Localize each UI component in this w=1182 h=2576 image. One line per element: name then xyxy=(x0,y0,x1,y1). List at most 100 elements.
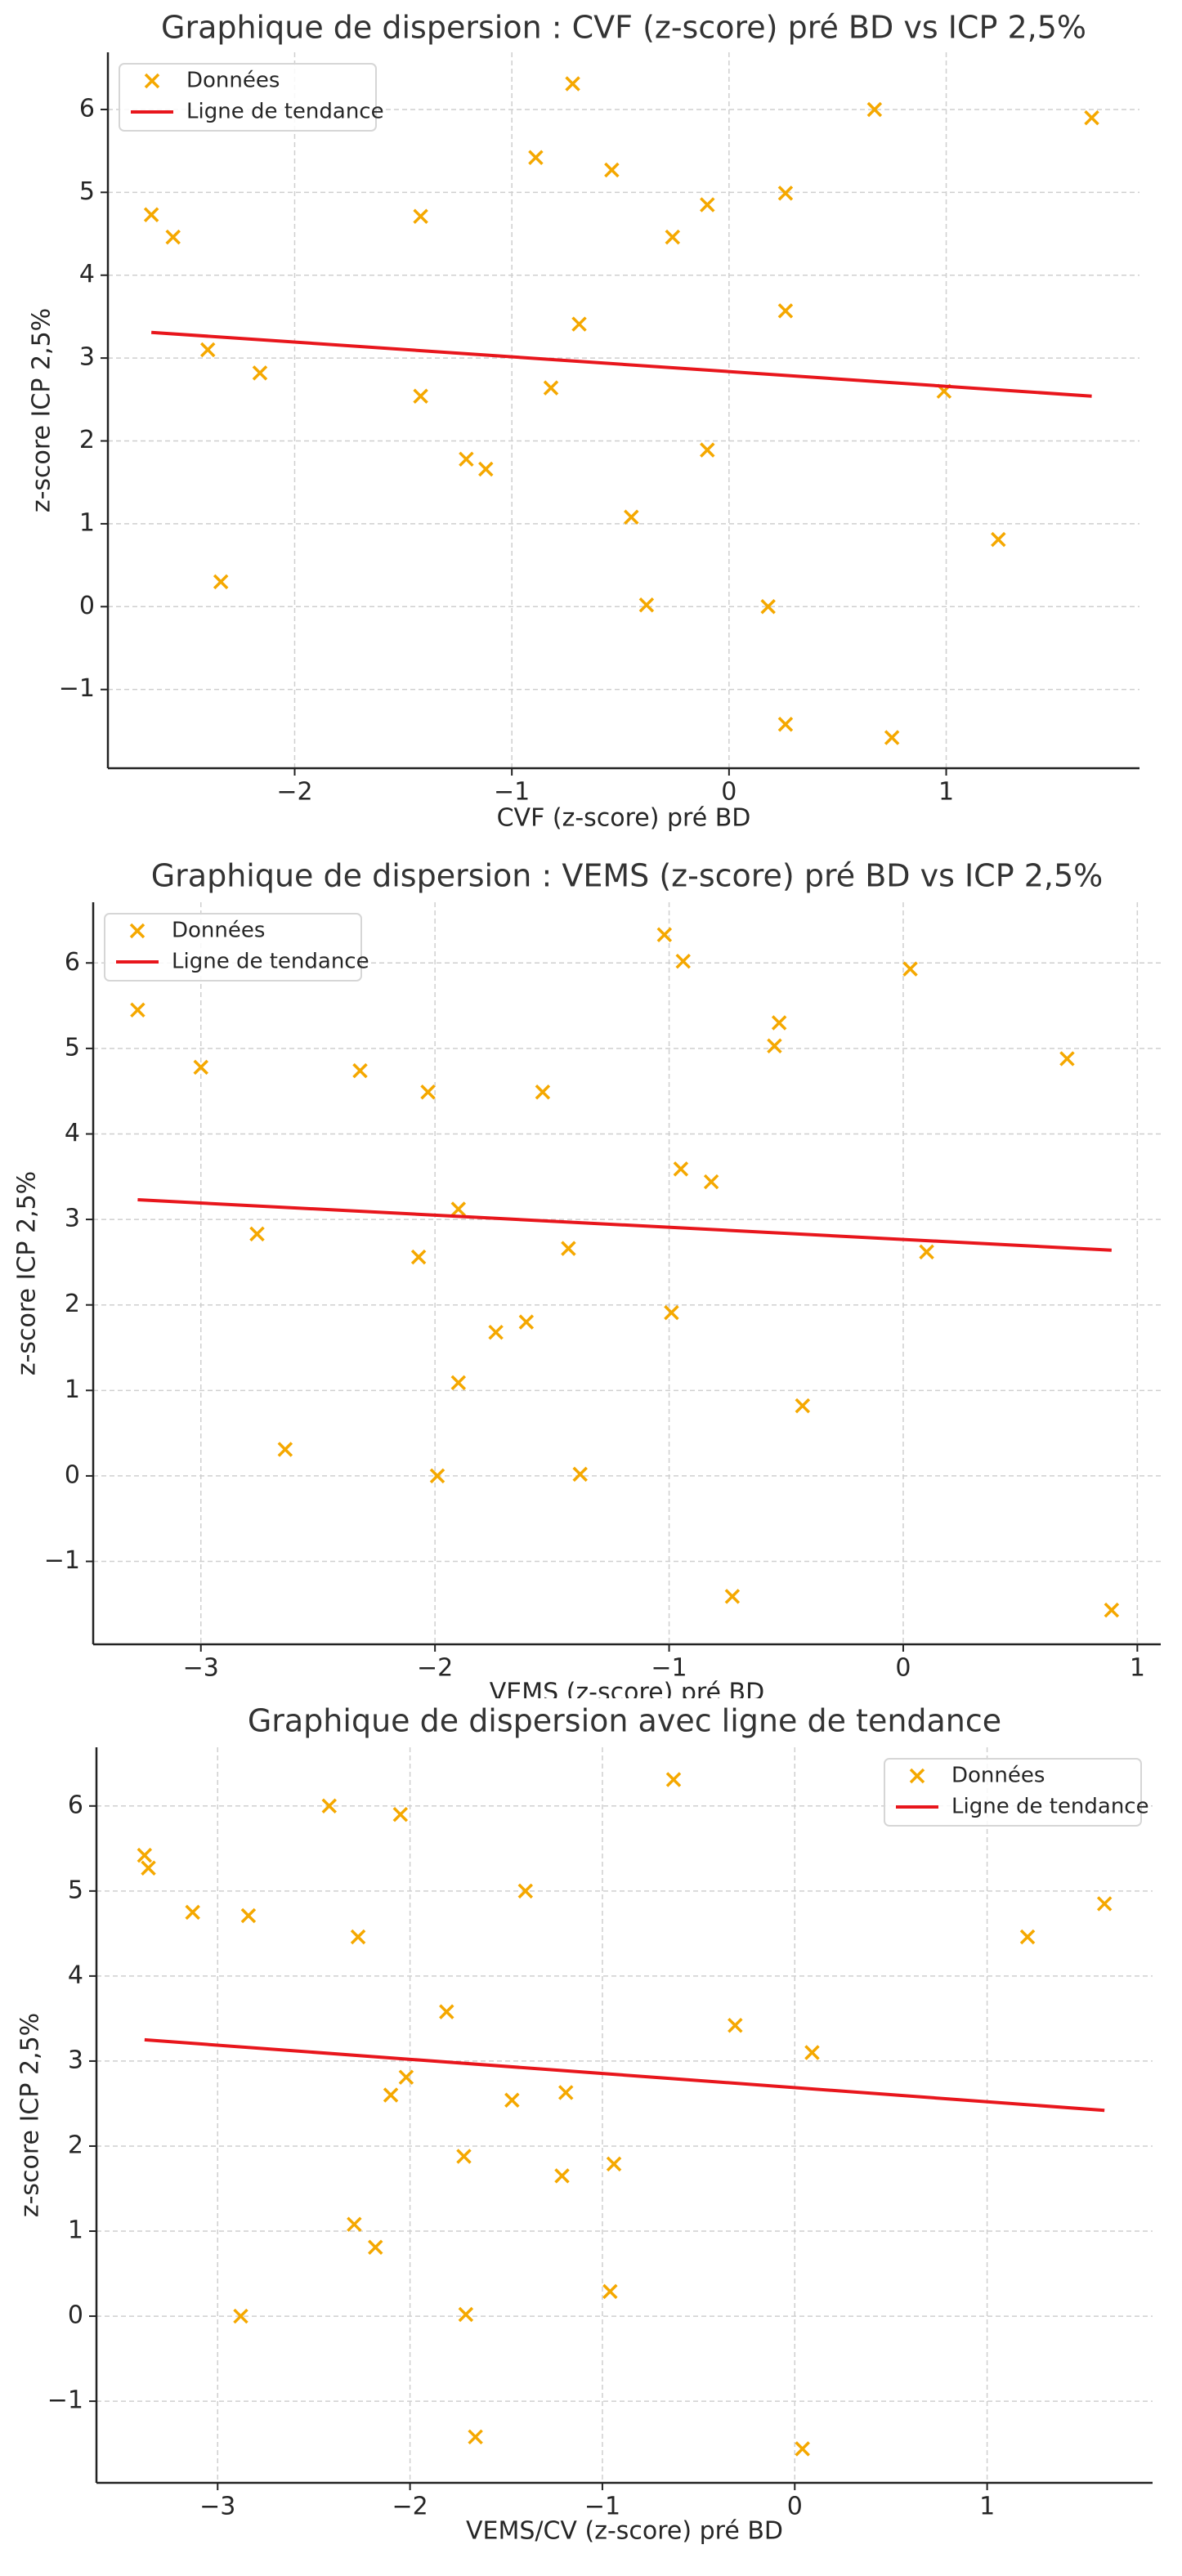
data-point xyxy=(804,2045,820,2060)
data-point xyxy=(252,365,268,381)
legend-box xyxy=(119,63,377,132)
y-axis-label: z-score ICP 2,5% xyxy=(13,1171,42,1375)
data-point xyxy=(517,1883,534,1899)
data-point xyxy=(398,2069,414,2085)
data-point xyxy=(565,76,580,92)
x-tick-label: −1 xyxy=(584,2493,620,2521)
data-point xyxy=(468,2429,483,2445)
y-tick-label: 5 xyxy=(79,177,95,206)
data-point xyxy=(557,2085,574,2100)
legend-label: Données xyxy=(951,1764,1045,1788)
y-tick-label: 4 xyxy=(65,1119,80,1147)
data-point xyxy=(795,1398,811,1414)
data-point xyxy=(130,1002,146,1018)
data-point xyxy=(1084,110,1099,126)
x-tick-label: 0 xyxy=(895,1654,911,1683)
data-point xyxy=(665,1772,682,1787)
trend-line xyxy=(137,1198,1112,1252)
data-point xyxy=(866,101,883,118)
y-tick-label: 6 xyxy=(65,948,80,977)
data-point xyxy=(347,2216,362,2232)
data-point xyxy=(352,1062,368,1079)
data-point xyxy=(760,599,776,615)
data-point xyxy=(249,1226,265,1242)
legend-label: Données xyxy=(186,69,280,93)
data-point xyxy=(350,1929,366,1945)
data-point xyxy=(439,2004,454,2019)
x-tick-label: −3 xyxy=(183,1654,219,1683)
y-tick-label: 1 xyxy=(65,1375,80,1404)
data-point xyxy=(919,1244,934,1260)
data-point xyxy=(767,1038,782,1053)
data-point xyxy=(777,717,794,732)
data-point xyxy=(165,229,181,245)
x-tick-label: −1 xyxy=(651,1654,687,1683)
data-point xyxy=(277,1442,293,1457)
data-point xyxy=(458,2306,474,2323)
data-point xyxy=(450,1375,467,1391)
trend-line xyxy=(151,330,1092,398)
data-point xyxy=(561,1241,576,1256)
data-point xyxy=(429,1468,445,1484)
legend-box xyxy=(884,1758,1142,1827)
y-tick-label: −1 xyxy=(44,1546,80,1575)
data-point xyxy=(602,2283,618,2300)
x-tick-label: 1 xyxy=(1130,1654,1145,1683)
data-point xyxy=(1096,1896,1113,1912)
legend-box xyxy=(104,913,362,982)
x-axis-label: VEMS/CV (z-score) pré BD xyxy=(466,2517,783,2546)
data-point xyxy=(518,1314,535,1330)
data-point xyxy=(638,597,655,613)
data-point xyxy=(703,1174,719,1190)
chart-title: Graphique de dispersion : CVF (z-score) … xyxy=(161,10,1086,46)
data-point xyxy=(665,229,681,245)
data-point xyxy=(1019,1929,1036,1945)
data-point xyxy=(410,1249,427,1265)
y-tick-label: −1 xyxy=(47,2386,83,2415)
data-point xyxy=(624,509,639,525)
data-point xyxy=(141,1860,156,1876)
data-point xyxy=(143,207,159,222)
data-point xyxy=(528,150,544,166)
x-tick-label: 0 xyxy=(721,778,737,807)
data-point xyxy=(777,303,794,319)
data-point xyxy=(664,1304,679,1321)
y-tick-label: 0 xyxy=(68,2301,83,2330)
legend-marker xyxy=(909,1768,925,1784)
trend-line xyxy=(144,2037,1105,2113)
y-tick-label: 6 xyxy=(68,1791,83,1819)
data-point xyxy=(606,2156,622,2172)
data-point xyxy=(233,2308,248,2324)
x-tick-label: 1 xyxy=(938,778,954,807)
data-point xyxy=(656,927,673,942)
data-point xyxy=(724,1589,741,1604)
data-point xyxy=(488,1324,504,1340)
legend-label: Ligne de tendance xyxy=(186,100,384,124)
data-point xyxy=(420,1084,436,1100)
x-tick-label: −1 xyxy=(494,778,530,807)
data-point xyxy=(213,574,229,590)
chart-title: Graphique de dispersion avec ligne de te… xyxy=(248,1703,1001,1739)
data-point xyxy=(571,316,587,332)
data-point xyxy=(456,2149,472,2164)
y-axis-label: z-score ICP 2,5% xyxy=(16,2013,45,2217)
x-axis-label: CVF (z-score) pré BD xyxy=(497,804,751,833)
y-tick-label: 4 xyxy=(68,1961,83,1989)
data-point xyxy=(478,461,494,477)
x-tick-label: −2 xyxy=(417,1654,453,1683)
data-point xyxy=(193,1059,208,1076)
y-tick-label: 2 xyxy=(79,426,95,454)
y-tick-label: −1 xyxy=(59,674,95,703)
data-point xyxy=(777,186,794,201)
legend-label: Ligne de tendance xyxy=(172,950,369,974)
data-point xyxy=(450,1201,467,1217)
data-point xyxy=(392,1806,409,1822)
data-point xyxy=(240,1907,257,1924)
data-point xyxy=(728,2017,743,2033)
data-point xyxy=(673,1161,689,1177)
data-point xyxy=(991,531,1006,548)
data-point xyxy=(700,442,715,458)
y-tick-label: 3 xyxy=(65,1205,80,1233)
